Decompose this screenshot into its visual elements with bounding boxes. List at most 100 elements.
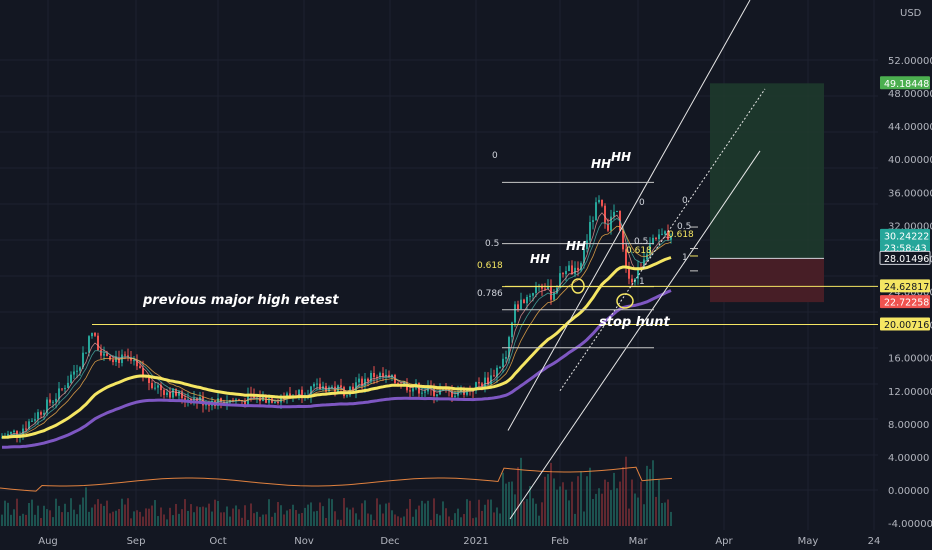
- candle-body: [529, 295, 531, 297]
- volume-bar: [406, 508, 408, 526]
- volume-bar: [220, 512, 222, 526]
- price-axis: USD 52.00000 48.00000 44.00000 40.00000 36.00…: [38, 0, 932, 550]
- volume-bar: [670, 511, 672, 526]
- volume-bar: [130, 518, 132, 526]
- candle-body: [379, 373, 381, 378]
- volume-bar: [478, 499, 480, 526]
- candle-body: [274, 402, 276, 404]
- volume-bar: [175, 503, 177, 526]
- volume-bar: [199, 507, 201, 526]
- candle-body: [88, 336, 90, 353]
- volume-bar: [259, 516, 261, 526]
- price-badge: [880, 317, 930, 331]
- candle-body: [49, 399, 51, 403]
- candle-body: [100, 350, 102, 356]
- volume-bar: [541, 502, 543, 526]
- volume-bar: [79, 504, 81, 526]
- candle-body: [547, 285, 549, 289]
- profit-zone: [710, 83, 824, 259]
- volume-bar: [643, 504, 645, 526]
- candle-body: [667, 231, 669, 240]
- volume-bar: [487, 499, 489, 526]
- volume-bar: [463, 514, 465, 526]
- candle-body: [373, 372, 375, 377]
- candle-body: [52, 401, 54, 403]
- volume-bar: [556, 489, 558, 526]
- volume-bar: [172, 515, 174, 526]
- candle-body: [493, 375, 495, 377]
- volume-bar: [142, 516, 144, 526]
- volume-bar: [466, 499, 468, 526]
- volume-ma: [0, 466, 673, 492]
- candle-body: [502, 358, 504, 367]
- volume-bar: [25, 514, 27, 526]
- volume-bar: [88, 511, 90, 526]
- volume-bar: [34, 514, 36, 526]
- candle-body: [607, 223, 609, 231]
- volume-bar: [202, 506, 204, 526]
- volume-bar: [37, 505, 39, 526]
- volume-bar: [655, 496, 657, 526]
- volume-bar: [544, 476, 546, 526]
- candle-body: [235, 399, 237, 401]
- volume-bar: [538, 515, 540, 526]
- candle-body: [481, 383, 483, 387]
- fib-label-small: 0: [639, 198, 645, 208]
- volume-bar: [7, 502, 9, 526]
- candle-body: [487, 377, 489, 385]
- candle-body: [136, 360, 138, 367]
- candle-body: [244, 400, 246, 405]
- loss-zone: [710, 258, 824, 303]
- candle-body: [592, 220, 594, 223]
- volume-bar: [82, 497, 84, 526]
- candle-body: [124, 354, 126, 356]
- moving-averages: [0, 212, 673, 492]
- volume-bar: [334, 511, 336, 526]
- volume-bar: [367, 513, 369, 526]
- volume-bar: [292, 504, 294, 526]
- price-badge-label: 30.24222: [884, 231, 929, 242]
- date-tick: Oct: [209, 536, 226, 547]
- volume-bar: [352, 507, 354, 526]
- volume-bar: [97, 499, 99, 526]
- volume-bar: [250, 503, 252, 526]
- ema-yellow: [1, 256, 672, 439]
- volume-bar: [253, 513, 255, 526]
- volume-bar: [526, 499, 528, 526]
- volume-bar: [598, 488, 600, 526]
- volume-bar: [91, 507, 93, 526]
- volume-bar: [331, 499, 333, 526]
- price-badge: [880, 240, 930, 254]
- volume-bar: [295, 510, 297, 526]
- candle-body: [10, 431, 12, 434]
- volume-bar: [28, 502, 30, 526]
- volume-bar: [403, 516, 405, 526]
- candle-body: [58, 388, 60, 399]
- volume-bar: [160, 507, 162, 526]
- volume-bar: [13, 509, 15, 526]
- volume-bar: [208, 503, 210, 526]
- volume-bar: [307, 504, 309, 526]
- candle-body: [43, 412, 45, 415]
- price-badge-label: 24.62817: [884, 282, 929, 293]
- candle-body: [526, 296, 528, 304]
- candle-body: [310, 386, 312, 396]
- volume-bar: [520, 457, 522, 526]
- volume-bar: [370, 514, 372, 526]
- volume-bar: [31, 499, 33, 526]
- volume-bar: [610, 490, 612, 526]
- candle-body: [28, 421, 30, 429]
- volume-bar: [640, 481, 642, 526]
- volume-bar: [508, 481, 510, 526]
- candle-body: [655, 237, 657, 239]
- candle-body: [664, 231, 666, 234]
- date-tick: Mar: [629, 536, 649, 547]
- volume-bar: [283, 514, 285, 526]
- candle-body: [166, 392, 168, 395]
- volume-bar: [418, 505, 420, 526]
- highlight-circle: [616, 293, 634, 309]
- candle-body: [91, 333, 93, 337]
- volume-bar: [376, 498, 378, 526]
- candle-body: [595, 202, 597, 221]
